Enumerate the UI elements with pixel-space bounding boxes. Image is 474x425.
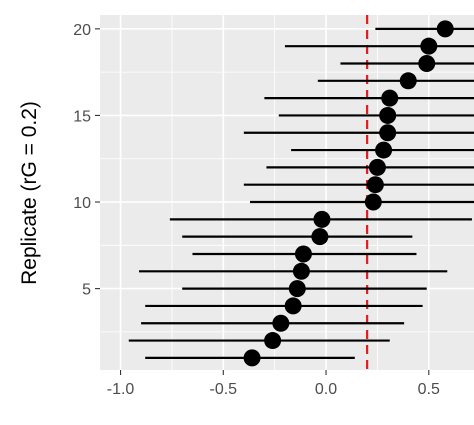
y-axis-title: Replicate (rG = 0.2): [18, 101, 41, 285]
point-estimate: [364, 193, 382, 211]
point-estimate: [284, 297, 302, 315]
point-estimate: [243, 349, 261, 367]
point-estimate: [368, 158, 386, 176]
y-tick-label: 20: [73, 22, 91, 39]
point-estimate: [418, 54, 436, 72]
x-axis: -1.0 -0.5 0.0 0.5: [107, 370, 440, 398]
point-estimate: [313, 210, 331, 228]
y-tick-label: 5: [82, 282, 91, 299]
point-estimates: [243, 20, 454, 367]
point-estimate: [288, 280, 306, 298]
point-estimate: [379, 106, 397, 124]
point-estimate: [366, 176, 384, 194]
y-axis: 5 10 15 20: [73, 22, 100, 299]
point-estimate: [292, 262, 310, 280]
x-tick-label: 0.0: [315, 381, 337, 398]
y-tick-label: 15: [73, 108, 91, 125]
point-estimate: [399, 72, 417, 90]
point-estimate: [264, 332, 282, 350]
point-estimate: [379, 124, 397, 142]
plot-panel: [100, 15, 474, 370]
point-estimate: [294, 245, 312, 263]
x-tick-label: 0.5: [418, 381, 440, 398]
x-tick-label: -0.5: [210, 381, 238, 398]
point-estimate: [381, 89, 399, 107]
point-estimate: [375, 141, 393, 159]
x-tick-label: -1.0: [107, 381, 135, 398]
point-estimate: [272, 314, 290, 332]
point-estimate: [420, 37, 438, 55]
point-estimate: [311, 228, 329, 246]
point-estimate: [436, 20, 454, 38]
y-tick-label: 10: [73, 195, 91, 212]
